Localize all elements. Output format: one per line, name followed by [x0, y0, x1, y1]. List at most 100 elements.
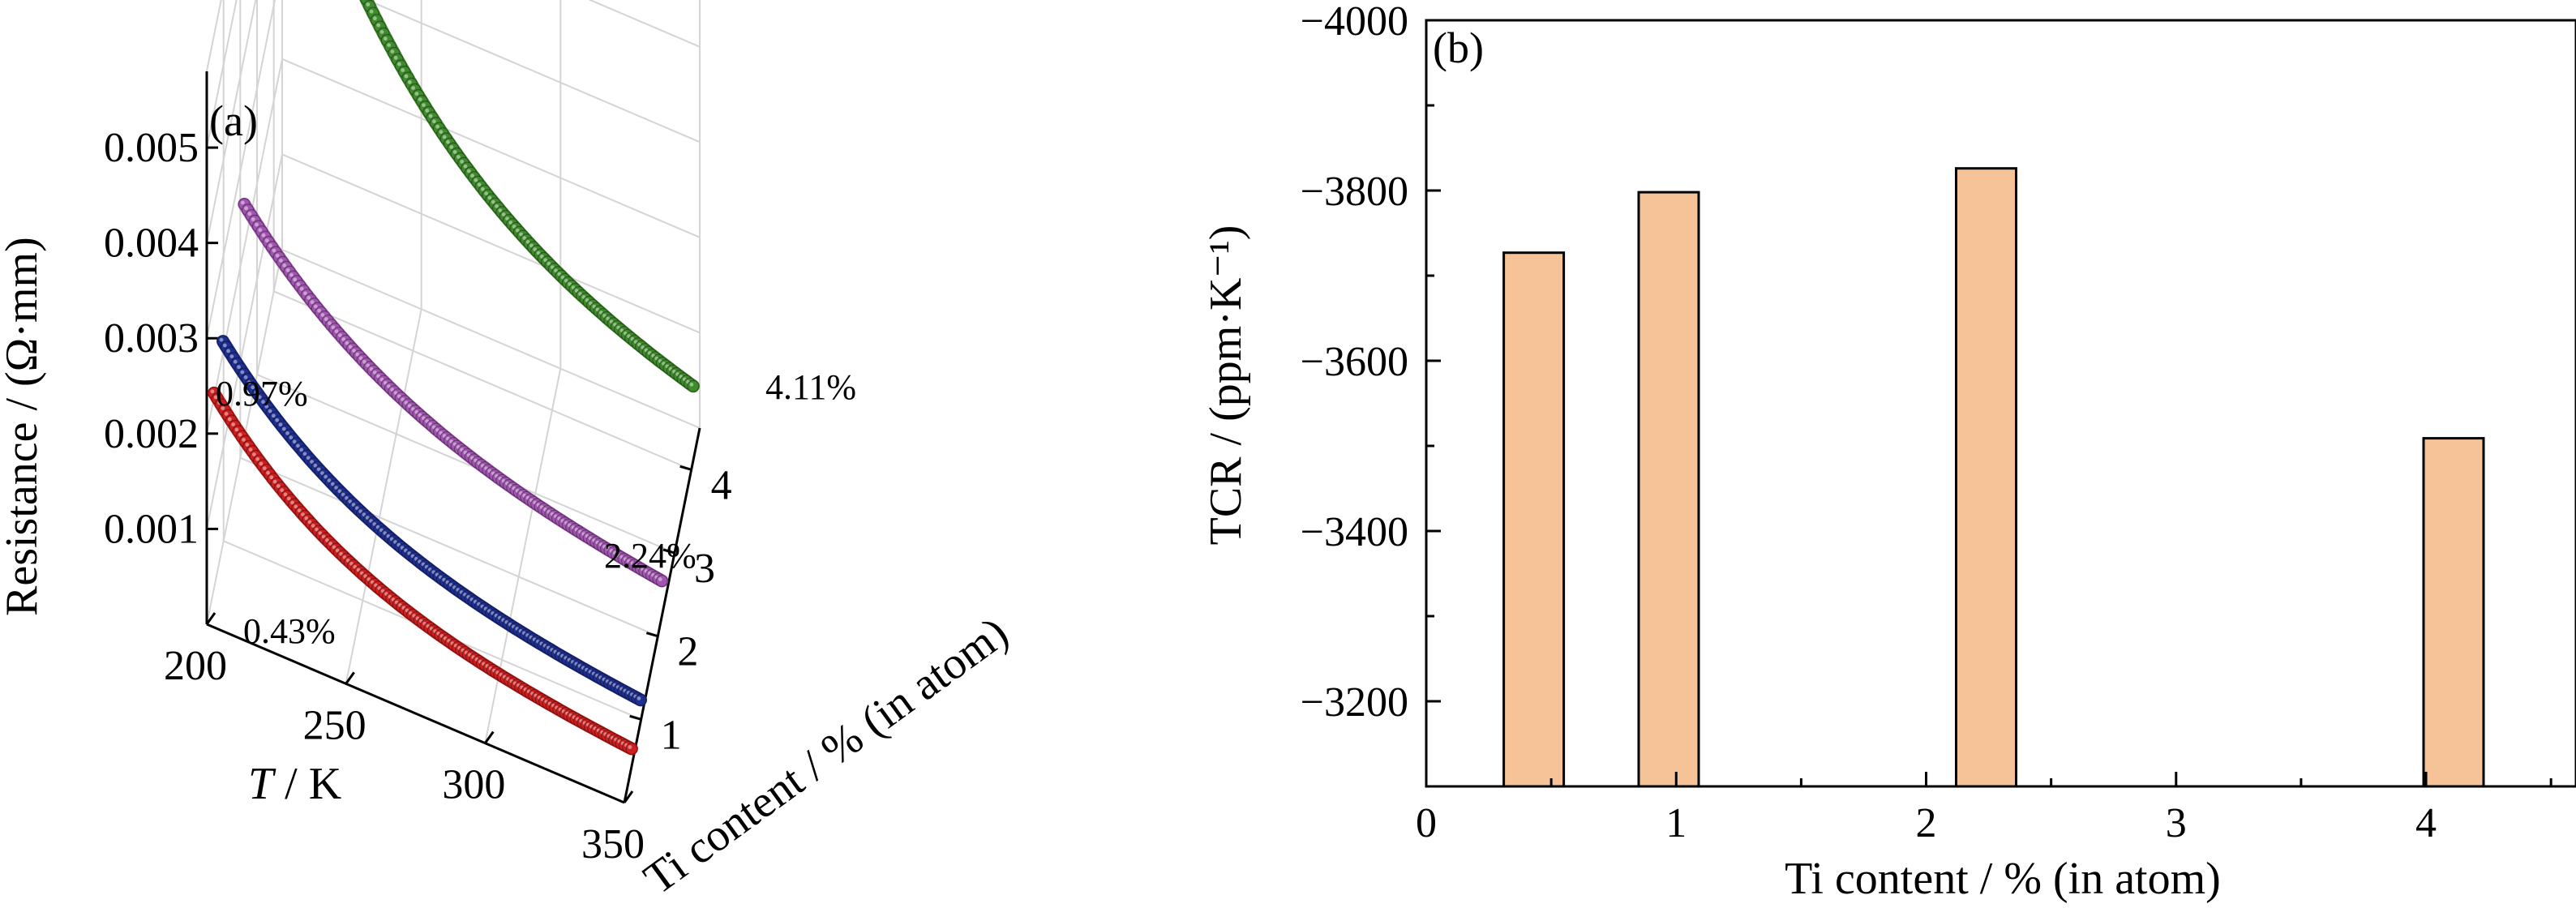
- bead-highlight: [219, 337, 224, 342]
- bead-highlight: [238, 432, 242, 437]
- bead-highlight: [268, 409, 272, 413]
- bead-highlight: [414, 92, 419, 96]
- bead-highlight: [401, 68, 405, 72]
- series-label-0.43: 0.43%: [243, 611, 336, 651]
- bead-highlight: [470, 173, 474, 178]
- bead-highlight: [316, 467, 321, 472]
- bead-highlight: [376, 374, 381, 379]
- panel-a-z-tick-label: 0.002: [104, 411, 199, 457]
- bead-highlight: [261, 400, 265, 405]
- bead-highlight: [418, 97, 422, 101]
- bead-highlight: [554, 268, 558, 273]
- bead-highlight: [283, 492, 288, 497]
- bead-highlight: [251, 385, 255, 390]
- bead-highlight: [301, 512, 305, 516]
- bead-highlight: [525, 240, 530, 244]
- panel-b-y-tick-label: −3800: [1301, 169, 1408, 215]
- bead-highlight: [306, 456, 311, 460]
- bead-highlight: [240, 200, 245, 205]
- series-label-2.24: 2.24%: [604, 536, 697, 576]
- bead-highlight: [348, 499, 353, 503]
- bead-highlight: [529, 243, 534, 248]
- bead-highlight: [226, 349, 230, 353]
- bead-highlight: [247, 380, 251, 385]
- bead-highlight: [449, 145, 454, 149]
- panel-a-ticks: 0.001 0.002 0.003 0.004 0.005 200 250 300 350 1 2 3…: [104, 125, 732, 867]
- panel-a-x-tick-label: 350: [581, 821, 645, 867]
- bead-highlight: [276, 484, 281, 488]
- series-label-4.11: 4.11%: [765, 367, 856, 407]
- bead-highlight: [411, 86, 415, 90]
- data-bead: [655, 574, 668, 588]
- bead-highlight: [498, 208, 503, 212]
- panel-b-x-tick-label: 4: [2415, 800, 2437, 846]
- bead-highlight: [564, 279, 568, 283]
- bead-highlight: [307, 520, 312, 525]
- series-curve-0.97%: [216, 335, 647, 707]
- bead-highlight: [495, 204, 499, 208]
- bead-highlight: [474, 178, 478, 182]
- bead-highlight: [463, 164, 468, 169]
- bead-highlight: [401, 397, 405, 402]
- bead-highlight: [252, 452, 256, 456]
- bead-highlight: [550, 265, 555, 269]
- bead-highlight: [345, 496, 349, 500]
- bead-highlight: [339, 551, 344, 556]
- bead-highlight: [306, 295, 311, 300]
- bead-highlight: [336, 548, 340, 553]
- bead-highlight: [393, 391, 398, 396]
- bead-highlight: [689, 382, 694, 387]
- bead-highlight: [304, 516, 309, 520]
- panel-a-x-tick-label: 300: [442, 762, 505, 808]
- bead-highlight: [272, 248, 276, 253]
- bead-highlight: [299, 448, 304, 452]
- bead-highlight: [355, 352, 360, 357]
- bead-highlight: [432, 119, 436, 124]
- bead-highlight: [516, 228, 520, 233]
- bead-highlight: [341, 337, 346, 341]
- panel-a-x-axis-title-symbol: T: [248, 759, 276, 809]
- bead-highlight: [428, 114, 433, 118]
- panel-a-y-tick-label: 3: [694, 546, 715, 592]
- bead-highlight: [264, 238, 269, 242]
- bead-highlight: [331, 325, 336, 330]
- bead-highlight: [341, 492, 345, 497]
- bead-highlight: [254, 390, 259, 395]
- bead-highlight: [508, 221, 513, 225]
- panel-b-x-tick-label: 2: [1916, 800, 1937, 846]
- bead-highlight: [324, 474, 328, 479]
- bead-highlight: [397, 62, 401, 66]
- bead-highlight: [275, 418, 280, 422]
- panel-a-x-tick-label: 250: [303, 702, 366, 748]
- bead-highlight: [293, 277, 298, 282]
- bead-highlight: [264, 405, 269, 409]
- bead-highlight: [369, 9, 374, 14]
- bead-highlight: [543, 258, 548, 263]
- bead-highlight: [546, 261, 551, 266]
- bead-highlight: [342, 555, 347, 559]
- bead-highlight: [628, 745, 632, 749]
- bead-highlight: [320, 471, 324, 475]
- panel-a-z-tick-label: 0.001: [104, 506, 199, 552]
- bead-highlight: [237, 365, 241, 370]
- bead-highlight: [320, 313, 325, 317]
- bead-highlight: [217, 400, 221, 405]
- panel-a-y-tick-label: 2: [677, 629, 698, 675]
- bead-highlight: [296, 443, 300, 448]
- panel-a-axes: [205, 71, 701, 804]
- bead-highlight: [233, 359, 238, 364]
- series-label-0.97: 0.97%: [216, 374, 308, 413]
- bead-highlight: [292, 439, 297, 444]
- bead-highlight: [255, 222, 259, 227]
- tcr-bar: [1502, 251, 1566, 788]
- bead-highlight: [302, 452, 307, 456]
- bead-highlight: [255, 456, 260, 461]
- bead-highlight: [383, 381, 388, 385]
- bead-highlight: [259, 461, 264, 466]
- bead-highlight: [505, 216, 509, 221]
- bead-highlight: [345, 559, 350, 563]
- bead-highlight: [519, 232, 523, 237]
- bead-highlight: [536, 251, 541, 255]
- panel-a-x-axis-title-unit: / K: [273, 759, 341, 809]
- bead-highlight: [358, 509, 363, 514]
